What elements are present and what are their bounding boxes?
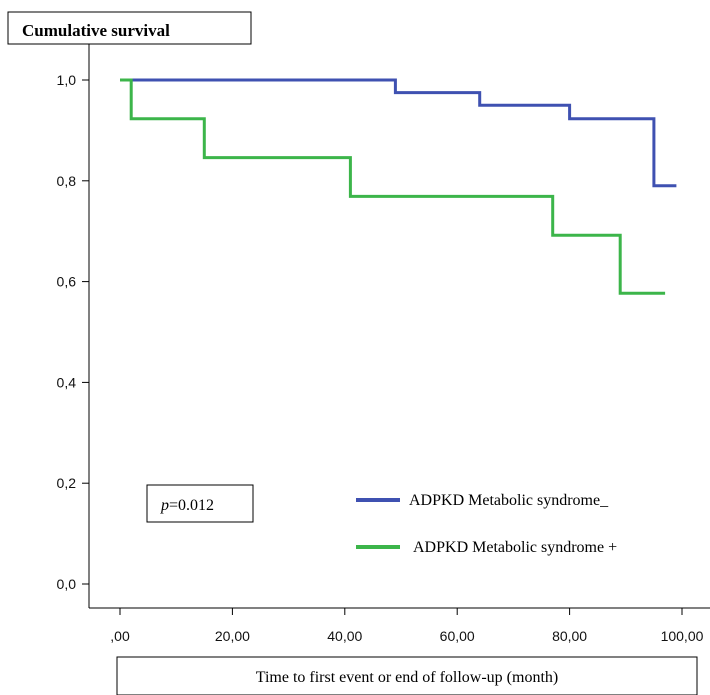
y-ticks: 0,0 0,2 0,4 0,6 0,8 1,0 [57, 72, 89, 592]
x-tick-label: 100,00 [661, 628, 704, 644]
legend-label-ms-positive: ADPKD Metabolic syndrome + [413, 539, 617, 556]
x-tick-label: 80,00 [552, 628, 587, 644]
legend: ADPKD Metabolic syndrome_ ADPKD Metaboli… [356, 492, 617, 556]
x-axis-label-box [116, 656, 698, 695]
series-line-ms-positive [120, 78, 666, 295]
y-tick-label: 0,4 [57, 374, 77, 390]
y-tick-label: 0,8 [57, 173, 77, 189]
axes [88, 44, 710, 609]
x-ticks: ,00 20,00 40,00 60,00 80,00 100,00 [110, 608, 704, 644]
p-value-box [146, 484, 254, 523]
series-group [120, 78, 677, 295]
p-value-prefix: p [160, 497, 169, 514]
p-value-text: p=0.012 [160, 497, 214, 514]
y-tick-label: 0,2 [57, 475, 77, 491]
x-tick-label: 20,00 [215, 628, 250, 644]
x-tick-label: 40,00 [327, 628, 362, 644]
series-line-ms-negative [120, 78, 677, 188]
x-tick-label: ,00 [110, 628, 130, 644]
p-value-number: =0.012 [169, 497, 214, 514]
x-tick-label: 60,00 [440, 628, 475, 644]
chart-title: Cumulative survival [22, 21, 170, 40]
y-tick-label: 0,6 [57, 274, 77, 290]
y-tick-label: 1,0 [57, 72, 77, 88]
y-tick-label: 0,0 [57, 576, 77, 592]
title-box [7, 11, 252, 45]
x-axis-label: Time to first event or end of follow-up … [256, 669, 558, 686]
legend-label-ms-negative: ADPKD Metabolic syndrome_ [409, 492, 609, 509]
